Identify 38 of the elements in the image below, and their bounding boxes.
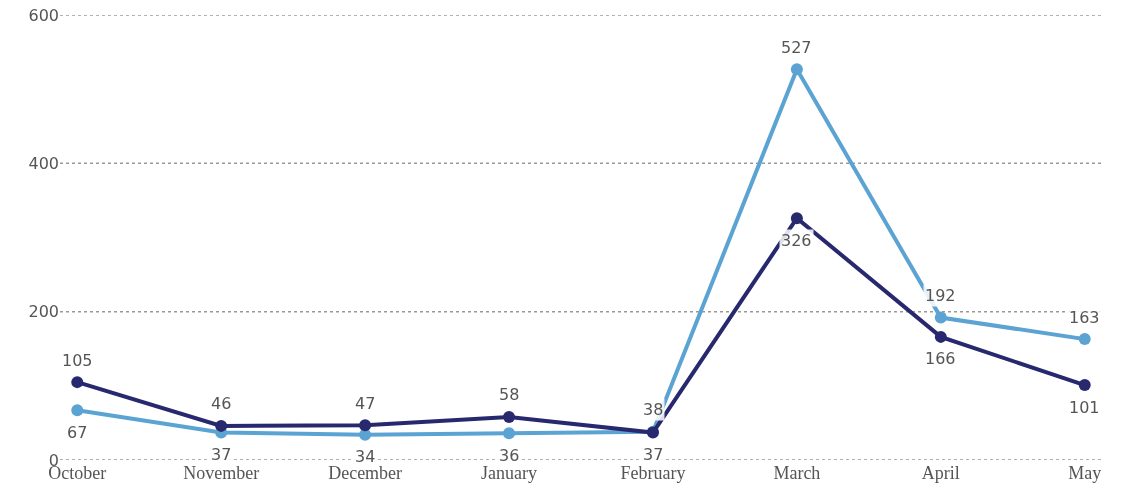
data-label: 58 <box>499 385 520 404</box>
x-tick-label: February <box>620 463 686 483</box>
data-label: 36 <box>499 446 520 465</box>
data-label: 101 <box>1069 398 1100 417</box>
point <box>1078 333 1091 346</box>
data-label: 67 <box>67 423 88 442</box>
point <box>934 311 947 324</box>
point <box>359 419 372 432</box>
y-tick-label: 200 <box>28 302 59 322</box>
y-tick-label: 600 <box>28 5 59 25</box>
point <box>503 410 516 423</box>
x-tick-label: March <box>773 463 821 483</box>
point <box>1078 379 1091 392</box>
data-label: 37 <box>211 445 232 464</box>
data-label: 37 <box>643 445 664 464</box>
point <box>503 427 516 440</box>
x-tick-label: January <box>481 463 538 483</box>
y-tick-label: 400 <box>28 153 59 173</box>
data-label: 163 <box>1069 308 1100 327</box>
point <box>790 63 803 76</box>
x-tick-label: November <box>183 463 260 483</box>
data-label: 166 <box>925 349 956 368</box>
point <box>71 376 84 389</box>
point <box>71 404 84 417</box>
data-label: 46 <box>211 394 232 413</box>
data-label: 192 <box>925 286 956 305</box>
data-label: 47 <box>355 394 376 413</box>
point <box>934 330 947 343</box>
data-label: 326 <box>781 231 812 250</box>
data-label: 38 <box>643 400 664 419</box>
x-tick-label: May <box>1068 463 1102 483</box>
x-tick-label: December <box>328 463 403 483</box>
data-label: 105 <box>62 351 93 370</box>
data-label: 527 <box>781 38 812 57</box>
point <box>215 419 228 432</box>
data-label: 34 <box>355 447 376 466</box>
point <box>790 212 803 225</box>
x-tick-label: April <box>921 463 960 483</box>
